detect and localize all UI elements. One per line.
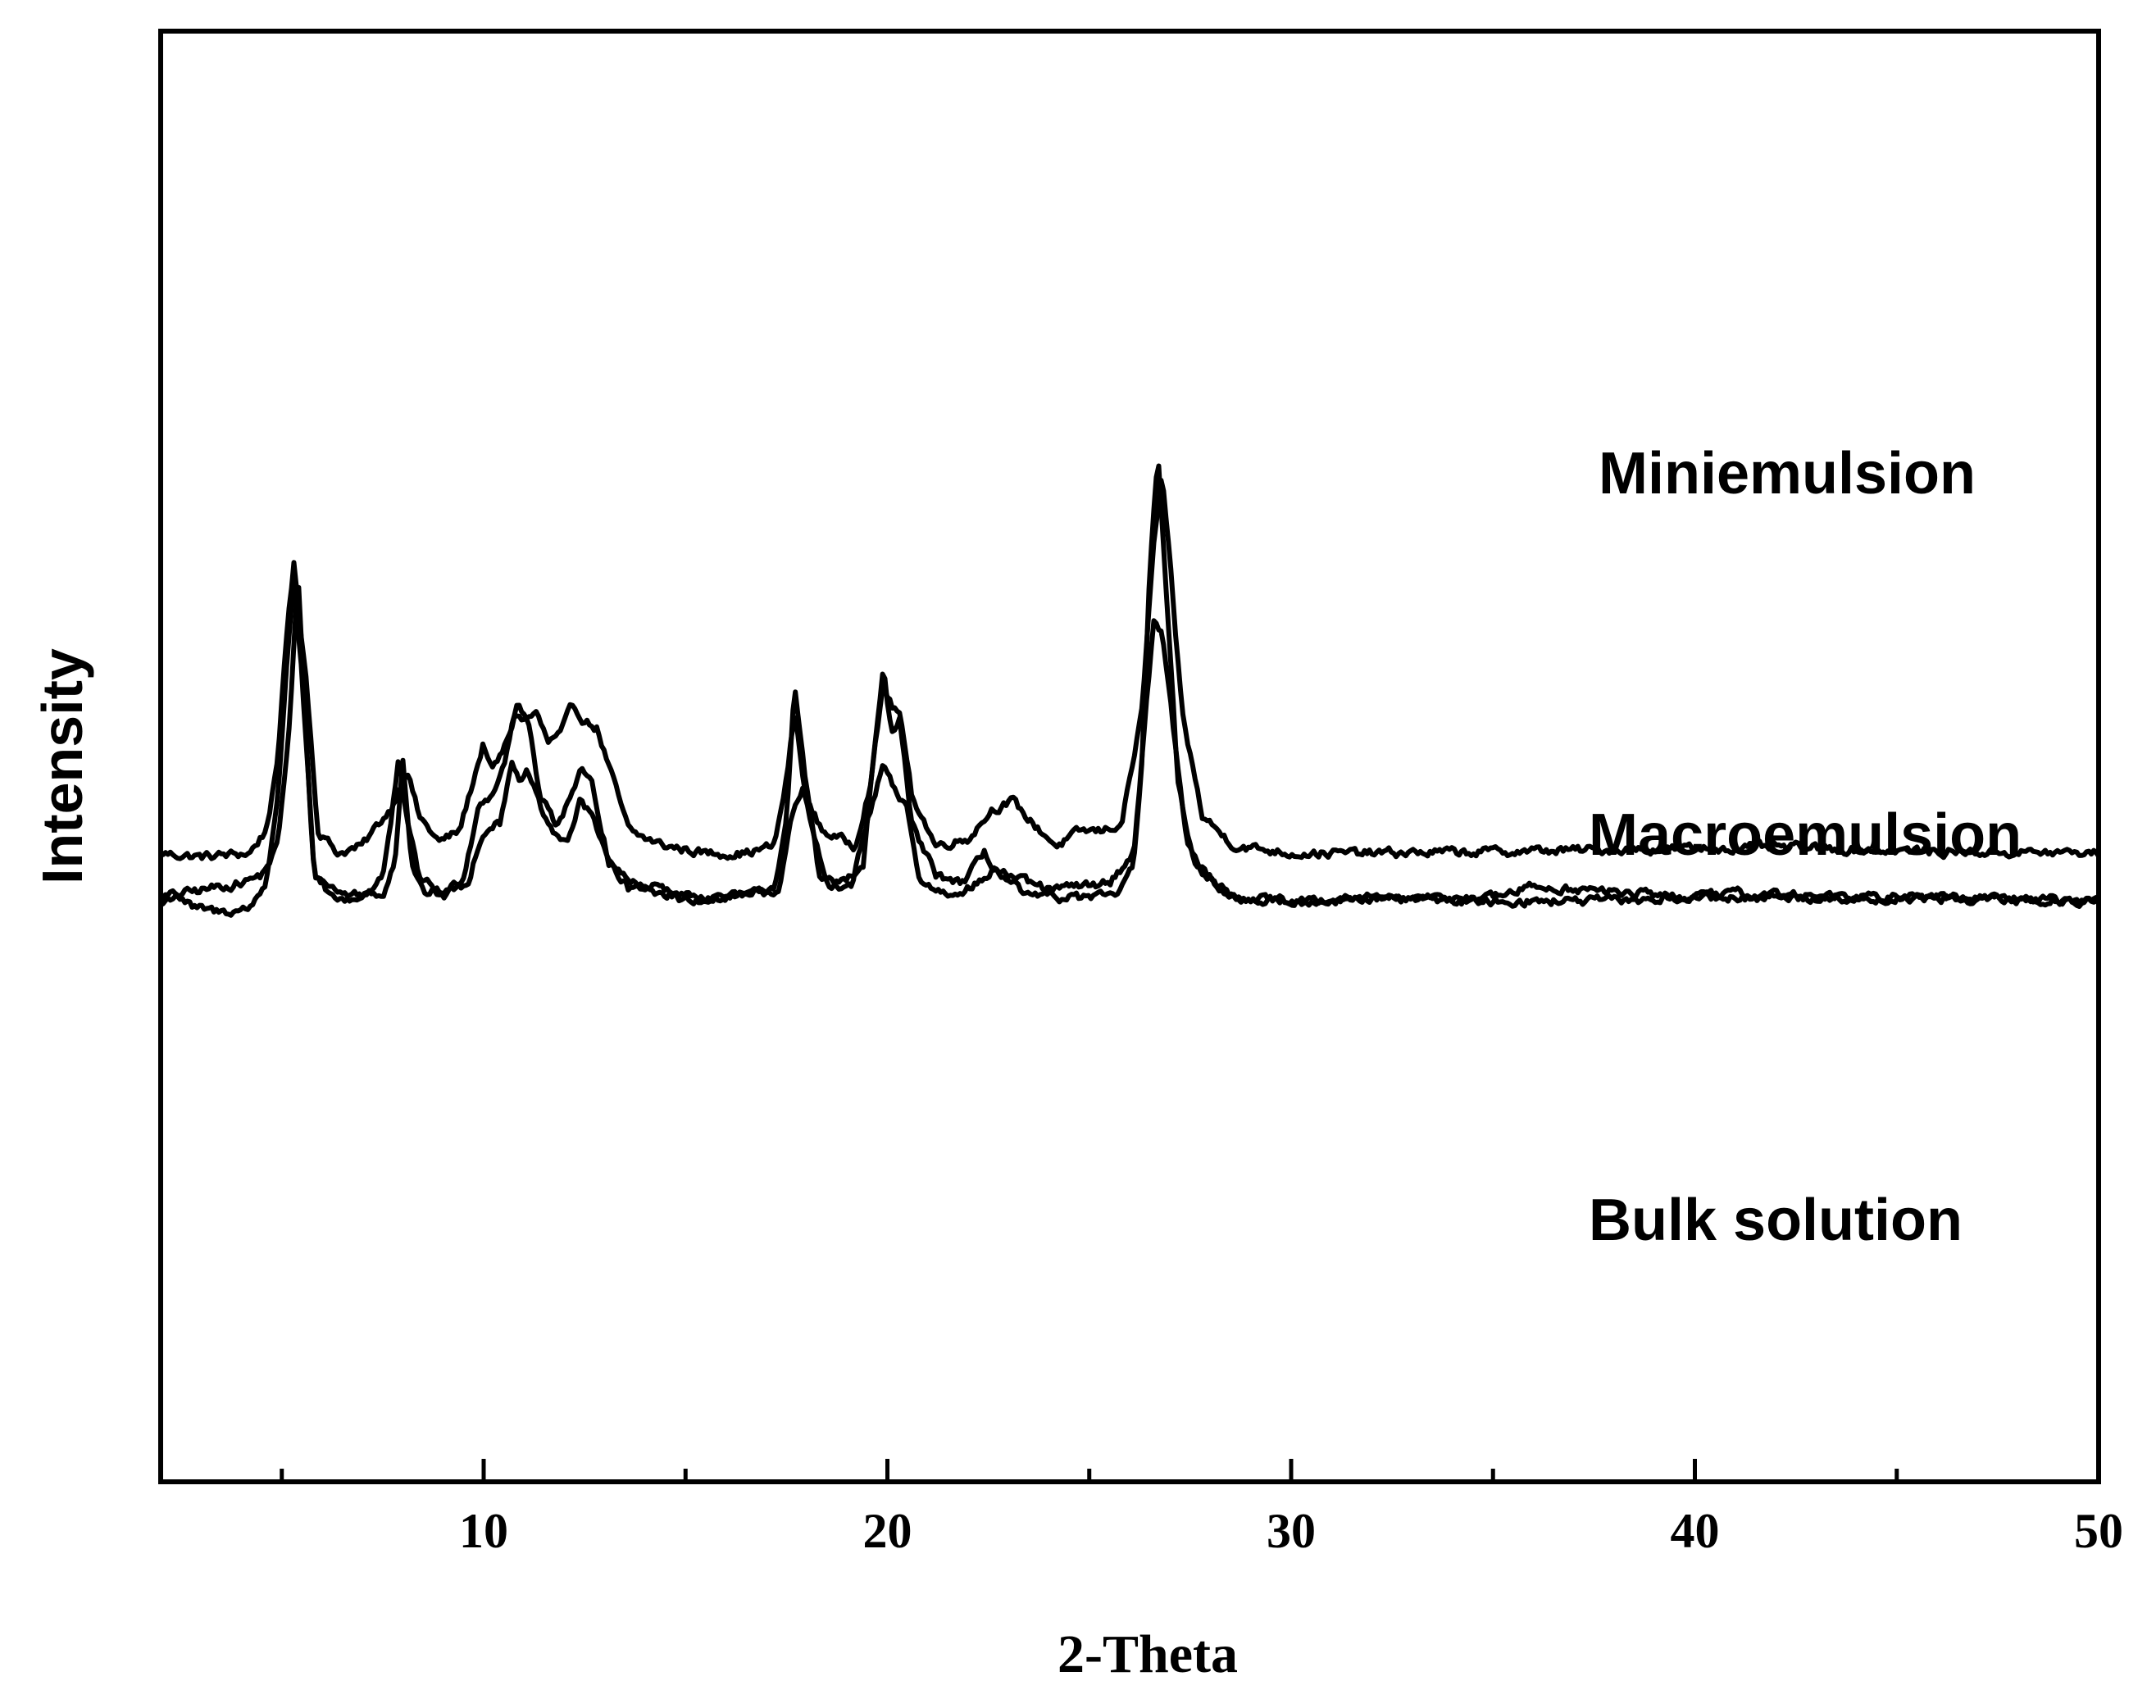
x-tick-label: 10 [459,1504,508,1558]
x-tick-label: 50 [2074,1504,2123,1558]
x-axis-title: 2-Theta [1058,1624,1238,1684]
series-line-bulk-solution [159,463,2099,918]
x-tick-label: 20 [863,1504,912,1558]
series-line-miniemulsion [158,478,2101,861]
y-axis-title: Intensity [30,648,94,884]
x-ticks: 10 20 30 40 50 [280,1459,2123,1558]
series-label-macroemulsion: Macroemulsion [1589,802,2022,868]
series-line-macroemulsion [158,584,2101,909]
x-tick-label: 30 [1267,1504,1316,1558]
series-lines [158,463,2101,918]
plot-frame [158,29,2101,1484]
series-label-bulk-solution: Bulk solution [1589,1188,1963,1253]
series-label-miniemulsion: Miniemulsion [1599,441,1976,506]
x-tick-label: 40 [1671,1504,1720,1558]
